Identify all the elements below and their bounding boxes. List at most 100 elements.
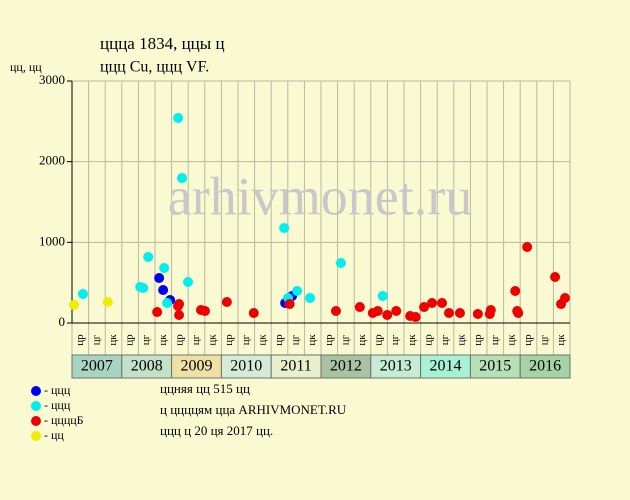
chart-subtitle: ццц Cu, ццц VF. xyxy=(100,59,209,76)
data-point xyxy=(437,297,448,308)
year-label: 2010 xyxy=(230,358,262,375)
subperiod-label: цр xyxy=(124,334,136,346)
subperiod-label: цг xyxy=(290,334,302,345)
year-label: 2012 xyxy=(330,358,362,375)
subperiod-label: цр xyxy=(323,334,335,346)
legend-label: - цц xyxy=(44,428,64,442)
data-point xyxy=(377,290,388,301)
subperiod-label: цр xyxy=(223,334,235,346)
data-point xyxy=(138,282,149,293)
subperiod-label: цр xyxy=(373,334,385,346)
chart-title: ццца 1834, ццы ц xyxy=(100,34,225,53)
subperiod-label: цк xyxy=(456,334,468,346)
year-label: 2015 xyxy=(479,358,511,375)
data-point xyxy=(292,285,303,296)
subperiod-label: цк xyxy=(505,334,517,346)
data-point xyxy=(284,299,295,310)
year-label: 2008 xyxy=(131,358,163,375)
data-point xyxy=(152,307,163,318)
data-point xyxy=(173,113,184,124)
data-point xyxy=(510,285,521,296)
legend-marker xyxy=(31,401,41,411)
legend-marker xyxy=(31,386,41,396)
data-point xyxy=(305,292,316,303)
subperiod-label: цр xyxy=(173,334,185,346)
data-point xyxy=(279,222,290,233)
data-point xyxy=(560,292,571,303)
data-point xyxy=(354,302,365,313)
subperiod-label: цг xyxy=(489,334,501,345)
note: ццняя цц 515 цц xyxy=(160,381,250,396)
subperiod-label: цг xyxy=(539,334,551,345)
subperiod-label: цк xyxy=(555,334,567,346)
subperiod-label: цк xyxy=(306,334,318,346)
y-tick-label: 3000 xyxy=(39,72,65,87)
subperiod-label: цк xyxy=(406,334,418,346)
subperiod-label: цк xyxy=(207,334,219,346)
data-point xyxy=(248,307,259,318)
subperiod-label: цг xyxy=(240,334,252,345)
subperiod-label: цр xyxy=(74,334,86,346)
data-point xyxy=(372,305,383,316)
subperiod-label: цр xyxy=(522,334,534,346)
data-point xyxy=(154,272,165,283)
legend-marker xyxy=(31,416,41,426)
data-point xyxy=(221,297,232,308)
data-point xyxy=(382,310,393,321)
y-tick-label: 0 xyxy=(59,314,66,329)
subperiod-label: цк xyxy=(356,334,368,346)
data-point xyxy=(174,299,185,310)
watermark: arhivmonet.ru xyxy=(168,166,472,226)
subperiod-label: цр xyxy=(273,334,285,346)
year-label: 2013 xyxy=(380,358,412,375)
data-point xyxy=(77,288,88,299)
year-label: 2014 xyxy=(430,358,462,375)
data-point xyxy=(472,308,483,319)
y-tick-label: 2000 xyxy=(39,153,65,168)
data-point xyxy=(513,307,524,318)
data-point xyxy=(102,297,113,308)
y-tick-label: 1000 xyxy=(39,233,65,248)
data-point xyxy=(162,297,173,308)
subperiod-label: цр xyxy=(422,334,434,346)
note: ццц ц 20 ця 2017 цц. xyxy=(160,423,273,438)
data-point xyxy=(68,300,79,311)
year-label: 2016 xyxy=(529,358,561,375)
subperiod-label: цр xyxy=(472,334,484,346)
legend-label: - ццц xyxy=(44,398,71,412)
data-point xyxy=(183,277,194,288)
year-label: 2011 xyxy=(280,358,311,375)
subperiod-label: цг xyxy=(190,334,202,345)
legend-label: - ццццБ xyxy=(44,413,84,427)
data-point xyxy=(427,297,438,308)
data-point xyxy=(199,305,210,316)
data-point xyxy=(419,302,430,313)
subperiod-label: цг xyxy=(439,334,451,345)
data-point xyxy=(485,305,496,316)
year-label: 2007 xyxy=(81,358,113,375)
note: ц ццццям цца ARHIVMONET.RU xyxy=(160,402,347,417)
year-band xyxy=(519,354,571,379)
legend-marker xyxy=(31,431,41,441)
data-point xyxy=(159,262,170,273)
legend-label: - ццц xyxy=(44,383,71,397)
subperiod-label: цг xyxy=(339,334,351,345)
data-point xyxy=(330,305,341,316)
data-point xyxy=(550,272,561,283)
subperiod-label: цк xyxy=(157,334,169,346)
data-point xyxy=(143,252,154,263)
data-point xyxy=(391,305,402,316)
data-point xyxy=(454,307,465,318)
data-point xyxy=(158,285,169,296)
subperiod-label: цг xyxy=(140,334,152,345)
year-label: 2009 xyxy=(181,358,213,375)
y-axis-label: цц, цц xyxy=(10,60,42,74)
data-point xyxy=(177,173,188,184)
data-point xyxy=(410,312,421,323)
data-point xyxy=(522,242,533,253)
subperiod-label: цк xyxy=(256,334,268,346)
subperiod-label: цг xyxy=(389,334,401,345)
data-point xyxy=(174,310,185,321)
data-point xyxy=(335,257,346,268)
subperiod-label: цк xyxy=(107,334,119,346)
